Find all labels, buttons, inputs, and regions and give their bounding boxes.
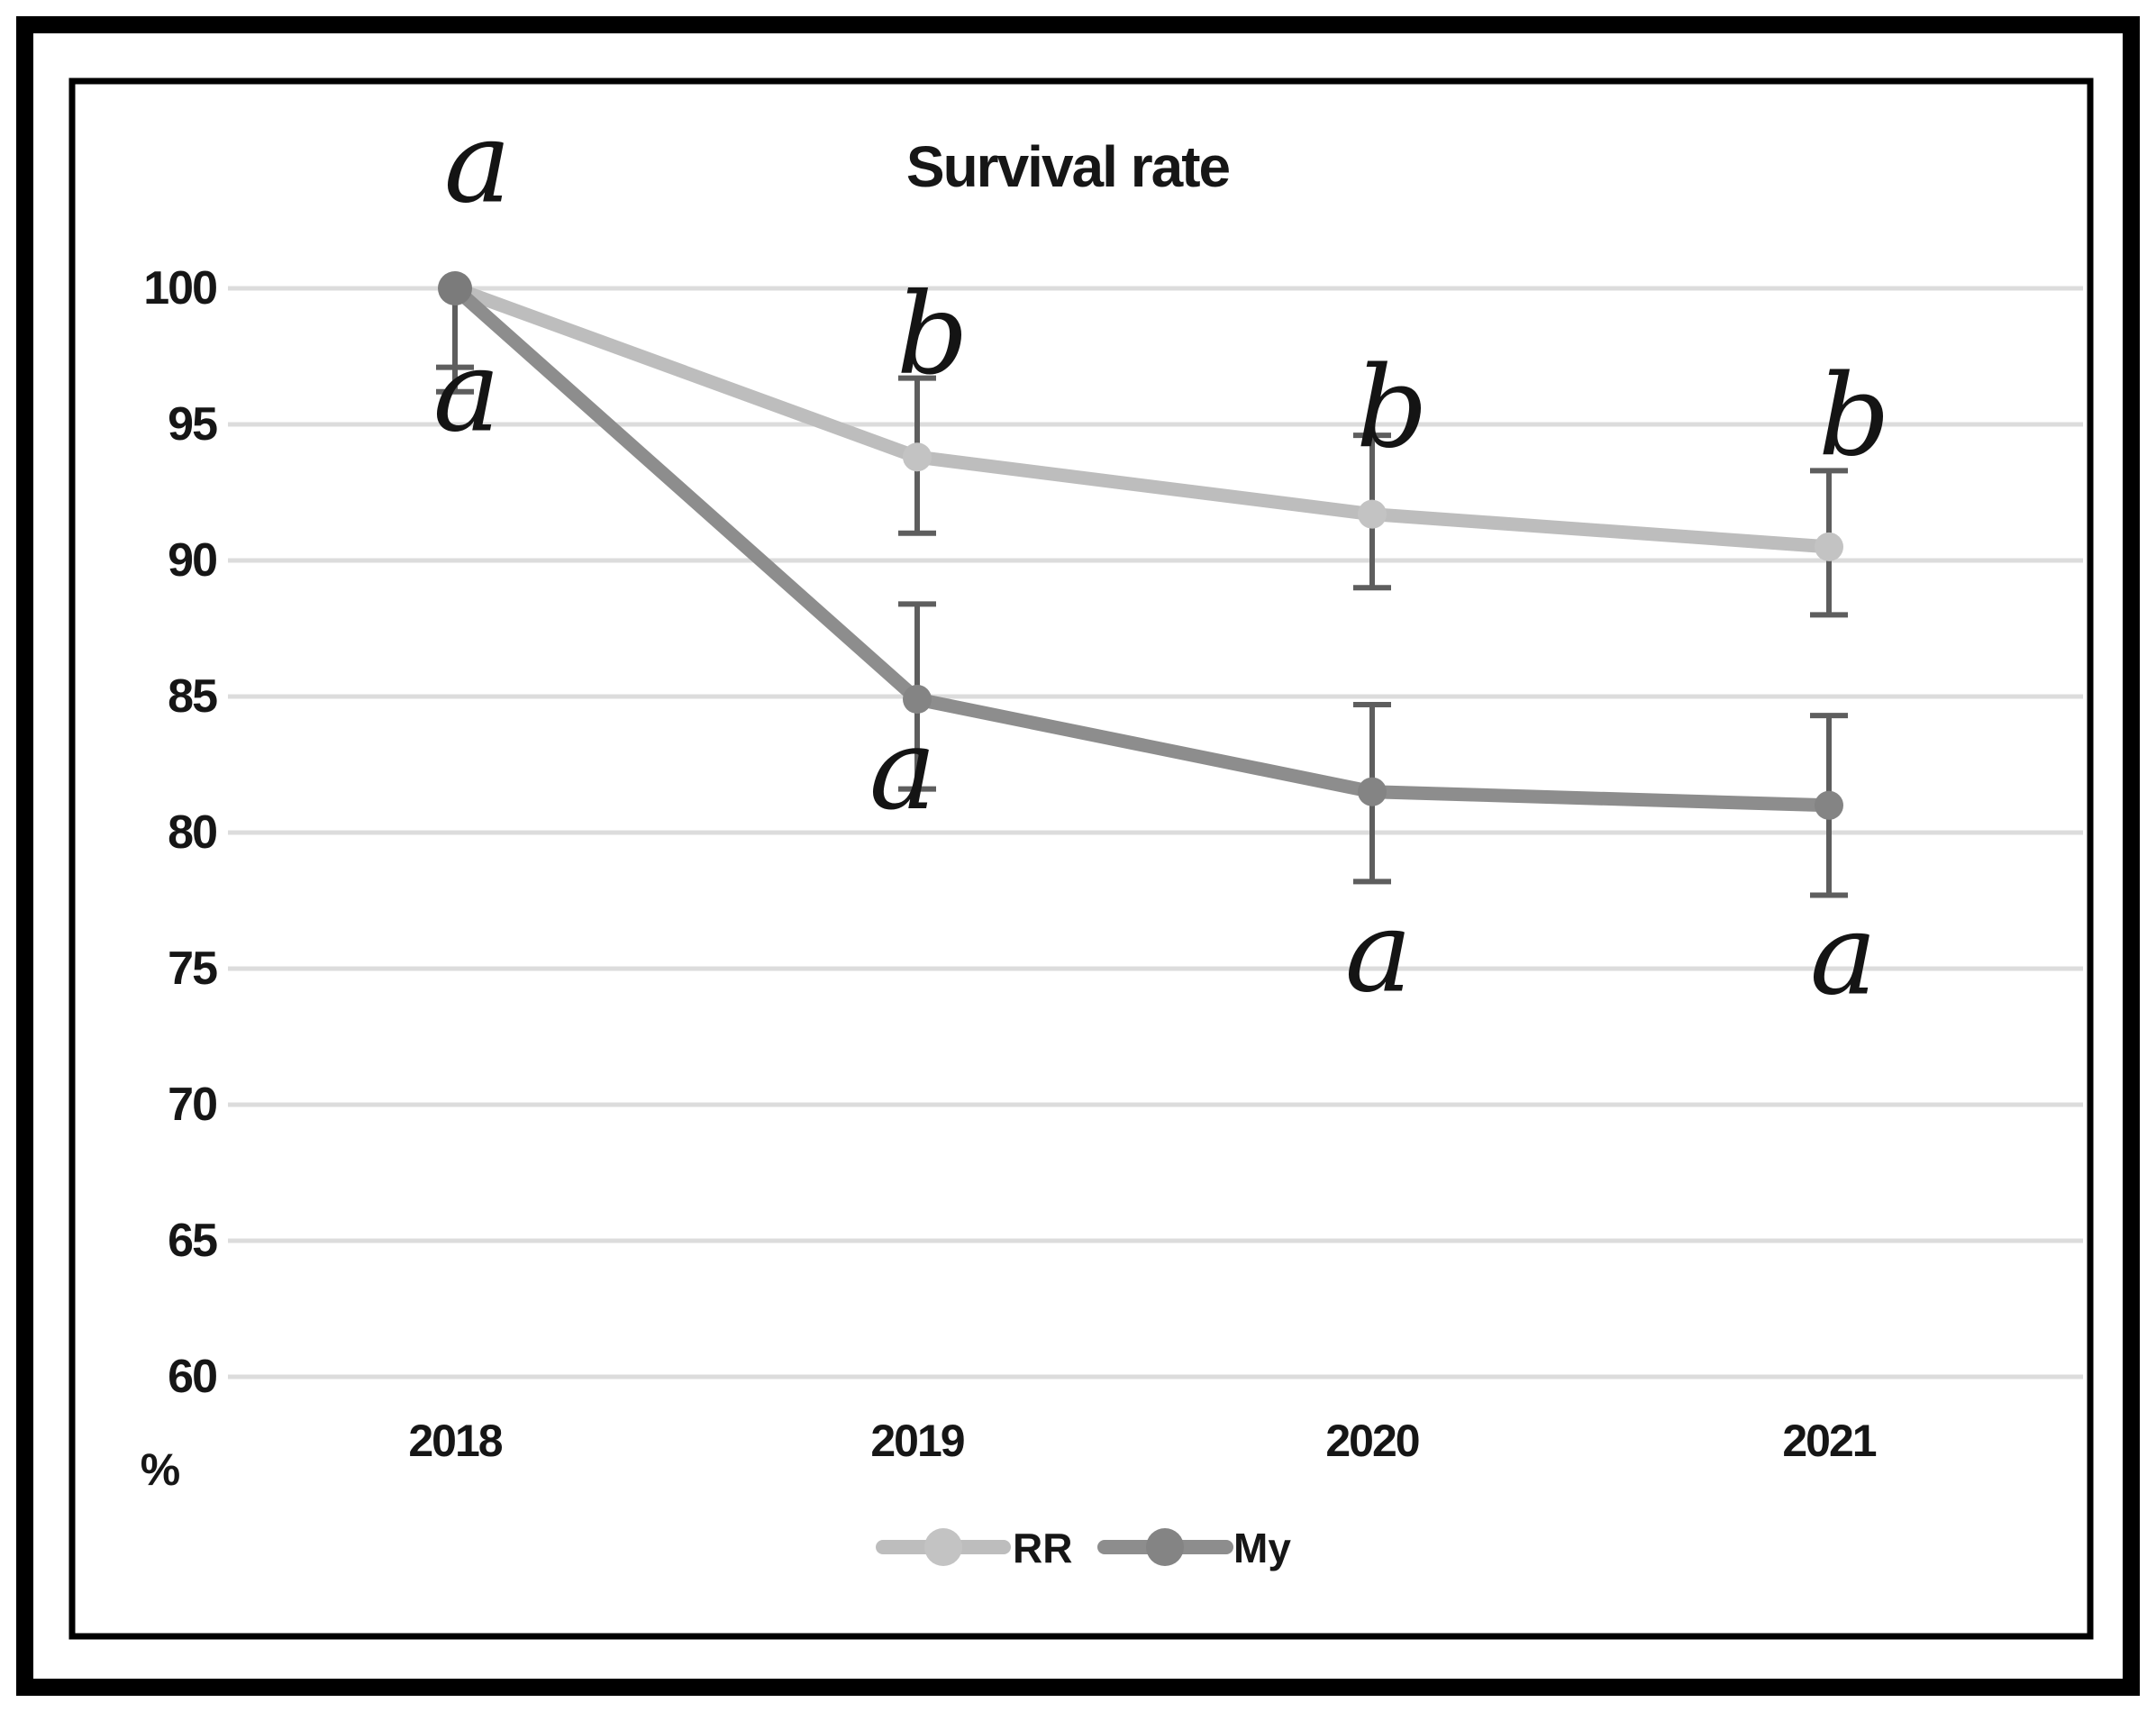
- outer-frame: [16, 16, 2140, 1696]
- x-tick-label-2020: 2020: [1325, 1416, 1418, 1466]
- y-tick-label-75: 75: [168, 943, 217, 995]
- data-point-rr-2019: [903, 442, 932, 472]
- data-point-my-2019: [903, 685, 932, 715]
- chart-border: [68, 77, 2094, 1640]
- significance-letter-2020-4: b: [1356, 342, 1428, 473]
- y-tick-label-95: 95: [168, 398, 217, 451]
- y-tick-label-65: 65: [168, 1215, 217, 1267]
- significance-letter-2018-0: a: [444, 97, 512, 228]
- legend-marker-icon: [1146, 1528, 1184, 1566]
- significance-letter-2019-2: b: [896, 269, 969, 399]
- y-tick-label-70: 70: [168, 1079, 216, 1131]
- data-point-my-2021: [1815, 790, 1843, 820]
- significance-letter-2018-1: a: [433, 326, 501, 457]
- y-tick-label-85: 85: [168, 670, 217, 723]
- legend-item-my: My: [1097, 1525, 1291, 1571]
- legend-label-my: My: [1233, 1525, 1291, 1571]
- series-line-rr: [448, 281, 1836, 554]
- x-tick-label-2019: 2019: [870, 1416, 963, 1466]
- series-line-my: [448, 281, 1836, 813]
- legend-marker-icon: [924, 1528, 962, 1566]
- x-tick-label-2021: 2021: [1782, 1416, 1876, 1466]
- legend-item-rr: RR: [876, 1525, 1072, 1571]
- significance-letter-2021-7: a: [1810, 889, 1878, 1020]
- significance-letter-2020-5: a: [1345, 887, 1413, 1017]
- y-tick-label-60: 60: [168, 1351, 216, 1403]
- y-tick-label-90: 90: [168, 534, 216, 587]
- data-point-rr-2021: [1815, 532, 1843, 561]
- error-bar-my-2018: [436, 288, 474, 395]
- y-axis-unit-label: %: [141, 1444, 180, 1495]
- data-point-my-2020: [1358, 777, 1387, 806]
- legend-label-rr: RR: [1013, 1525, 1072, 1571]
- y-tick-label-80: 80: [168, 806, 216, 859]
- significance-letter-2019-3: a: [869, 705, 937, 835]
- data-point-shared-2018: [438, 271, 472, 305]
- data-point-rr-2020: [1358, 499, 1387, 529]
- chart-title: Survival rate: [906, 134, 1230, 199]
- y-tick-label-100: 100: [143, 262, 216, 314]
- significance-letter-2021-6: b: [1818, 351, 1890, 481]
- x-tick-label-2018: 2018: [408, 1416, 502, 1466]
